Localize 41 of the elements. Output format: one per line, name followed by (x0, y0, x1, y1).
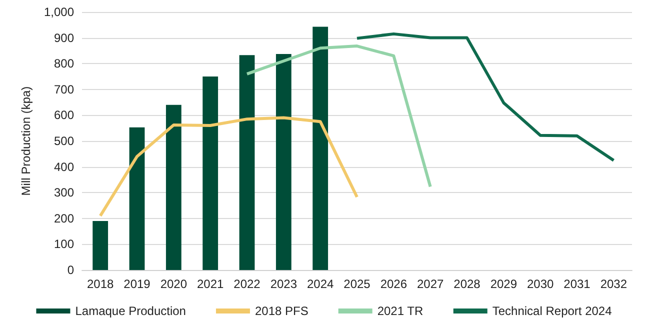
x-tick-label: 2030 (526, 277, 554, 291)
y-tick-label: 900 (54, 30, 74, 45)
bar (92, 220, 108, 270)
x-tick-label: 2028 (454, 277, 481, 291)
y-tick-label: 1,000 (44, 5, 74, 19)
y-tick-label: 400 (54, 160, 74, 174)
bar (276, 54, 292, 270)
legend-label: Lamaque Production (75, 304, 186, 318)
y-tick-label: 700 (54, 82, 74, 96)
bar (129, 127, 145, 270)
line-series (356, 32, 616, 162)
y-tick-label: 600 (54, 108, 74, 122)
line-series (246, 44, 432, 188)
x-tick-label: 2025 (344, 277, 371, 291)
legend-label: 2021 TR (377, 304, 424, 318)
y-tick-label: 300 (54, 186, 74, 200)
x-tick-label: 2026 (380, 277, 408, 291)
y-tick-label: 200 (54, 211, 74, 226)
x-tick-label: 2020 (160, 277, 188, 291)
x-tick-label: 2029 (490, 277, 518, 291)
x-tick-label: 2027 (416, 277, 444, 291)
legend-label: Technical Report 2024 (492, 304, 612, 318)
bar (166, 104, 182, 270)
x-tick-label: 2022 (234, 277, 261, 291)
legend-label: 2018 PFS (254, 304, 308, 318)
x-tick-label: 2021 (196, 277, 224, 291)
y-tick-label: 100 (54, 237, 74, 252)
line-series (98, 116, 358, 218)
bar (312, 26, 328, 270)
x-tick-label: 2032 (600, 277, 628, 291)
y-tick-label: 800 (54, 56, 74, 71)
y-tick-label: 0 (67, 263, 74, 277)
bar (202, 76, 218, 270)
y-axis-title: Mill Production (kpa) (19, 86, 33, 196)
bar (239, 55, 255, 270)
x-tick-label: 2023 (270, 277, 298, 291)
x-tick-label: 2031 (564, 277, 591, 291)
x-tick-label: 2018 (86, 277, 114, 291)
y-tick-label: 500 (54, 134, 74, 148)
x-tick-label: 2019 (124, 277, 151, 291)
x-tick-label: 2024 (306, 277, 334, 291)
